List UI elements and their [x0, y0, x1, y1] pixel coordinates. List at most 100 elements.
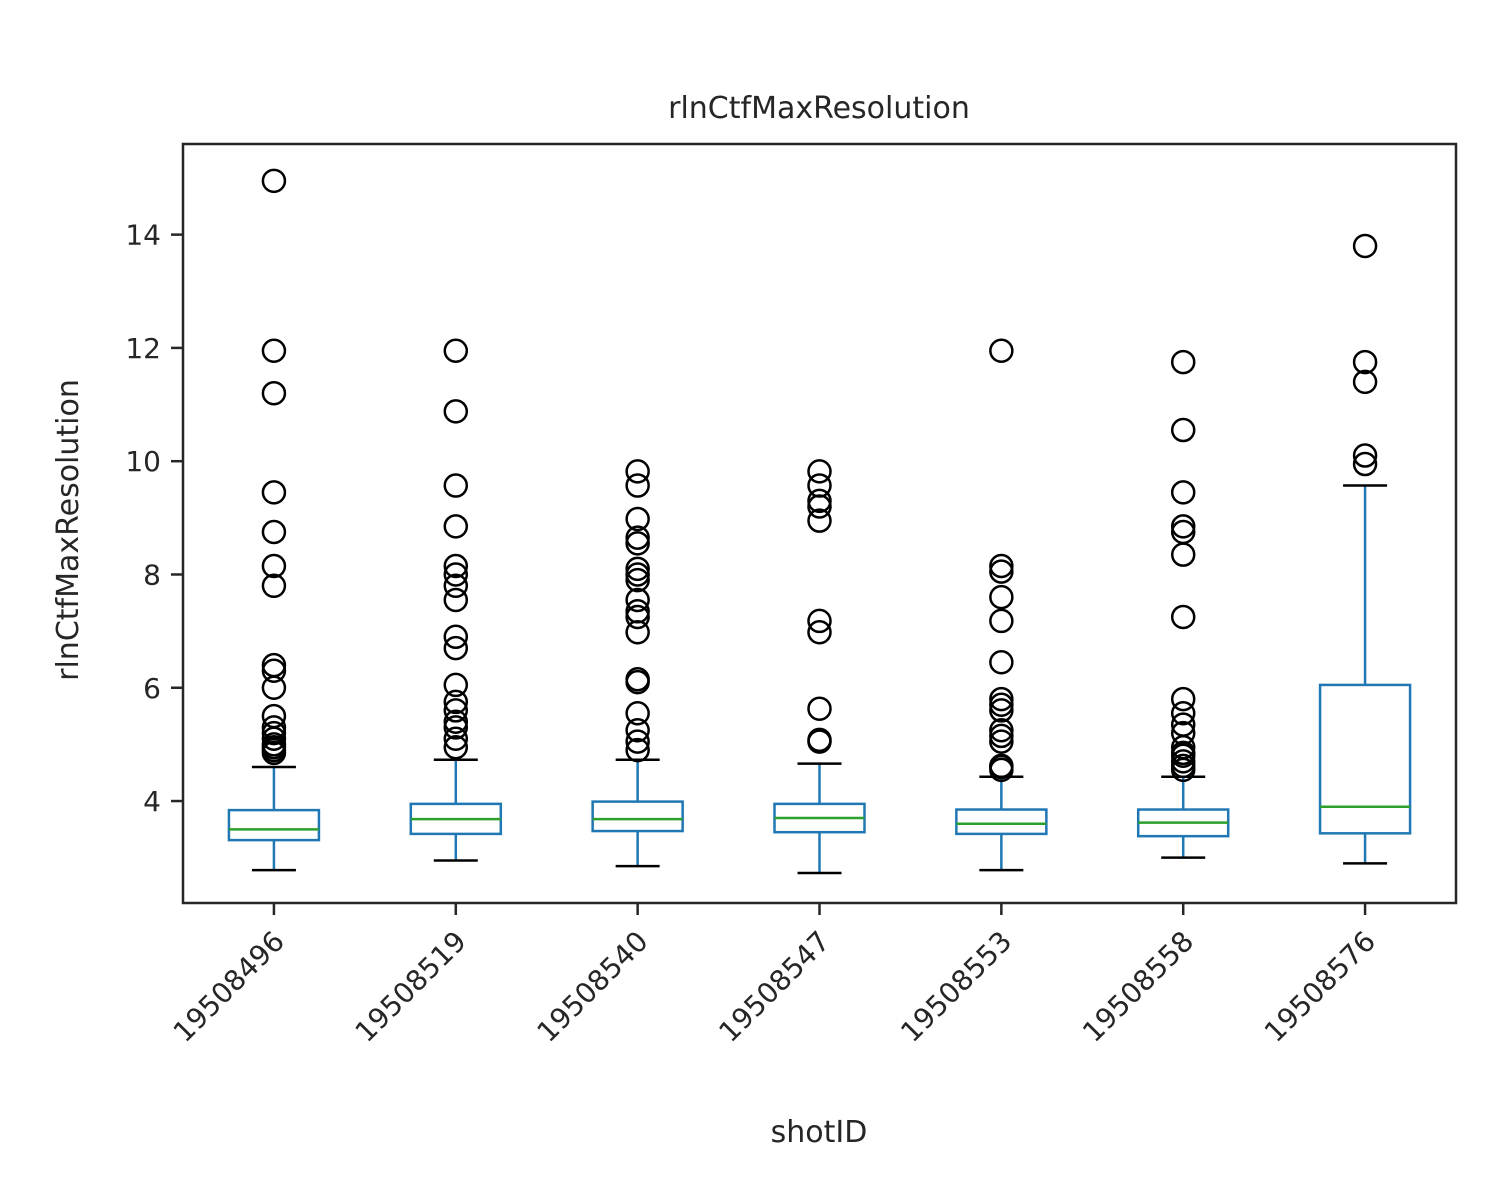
flier-point [807, 488, 832, 514]
flier-point [625, 667, 650, 692]
y-tick-label: 10 [125, 445, 161, 478]
flier-point [625, 599, 650, 624]
flier-point [1170, 686, 1196, 712]
flier-point [807, 473, 832, 498]
flier-point [989, 686, 1014, 712]
flier-point [807, 459, 832, 484]
flier-point [1352, 349, 1378, 375]
y-tick-label: 12 [125, 332, 161, 365]
flier-point [989, 692, 1014, 718]
flier-point [443, 573, 469, 599]
box-group-19508547 [773, 459, 866, 875]
box-group-19508519 [409, 338, 503, 862]
flier-point [989, 584, 1014, 610]
flier-point [625, 473, 650, 498]
iqr-box [1318, 683, 1412, 835]
flier-point [261, 573, 287, 599]
flier-point [1352, 451, 1378, 477]
x-tick-label: 19508553 [894, 925, 1018, 1049]
flier-point [989, 559, 1014, 584]
flier-point [261, 720, 287, 746]
flier-point [625, 737, 650, 763]
x-tick-label: 19508496 [167, 925, 291, 1049]
flier-point [443, 734, 469, 760]
box-group-19508558 [1136, 349, 1230, 859]
flier-point [1352, 443, 1378, 468]
flier-point [443, 562, 469, 587]
flier-point [625, 562, 650, 587]
flier-point [625, 701, 650, 726]
flier-point [1352, 233, 1378, 259]
flier-point [443, 635, 469, 661]
box-group-19508496 [227, 168, 321, 872]
flier-point [1170, 720, 1196, 746]
flier-point [989, 338, 1014, 363]
flier-point [443, 672, 469, 698]
flier-point [1170, 519, 1196, 545]
flier-point [1352, 369, 1378, 395]
x-tick-label: 19508558 [1076, 925, 1200, 1049]
flier-point [443, 726, 469, 751]
flier-point [443, 514, 469, 539]
flier-point [807, 608, 832, 634]
flier-point [807, 494, 832, 519]
flier-point [261, 703, 287, 729]
flier-point [1170, 740, 1196, 766]
x-tick-label: 19508547 [712, 925, 836, 1049]
flier-point [1170, 480, 1196, 505]
flier-point [261, 652, 287, 678]
x-tick-label: 19508576 [1258, 925, 1382, 1049]
flier-point [625, 717, 650, 743]
flier-point [989, 753, 1014, 779]
iqr-box [591, 800, 684, 833]
flier-point [1170, 349, 1196, 375]
iqr-box [955, 808, 1048, 836]
flier-point [261, 519, 287, 545]
flier-point [1170, 701, 1196, 726]
flier-point [625, 531, 650, 556]
box-group-19508540 [591, 459, 684, 868]
y-tick-label: 14 [125, 219, 161, 252]
flier-point [443, 689, 469, 715]
flier-point [1170, 712, 1196, 737]
y-tick-label: 6 [143, 672, 161, 705]
flier-point [443, 624, 469, 650]
flier-point [625, 525, 650, 550]
flier-point [443, 338, 469, 363]
flier-point [261, 732, 287, 757]
flier-point [625, 729, 650, 754]
x-tick-label: 19508540 [530, 925, 654, 1049]
flier-point [625, 556, 650, 582]
y-axis-label: rlnCtfMaxResolution [51, 379, 86, 681]
flier-point [443, 553, 469, 579]
flier-point [807, 696, 832, 721]
flier-point [625, 604, 650, 630]
flier-point [989, 717, 1014, 743]
flier-point [989, 650, 1014, 675]
flier-point [989, 553, 1014, 579]
flier-point [807, 508, 832, 533]
flier-point [443, 473, 469, 498]
flier-point [1170, 604, 1196, 630]
flier-point [1170, 749, 1196, 774]
flier-point [625, 506, 650, 532]
flier-point [443, 698, 469, 723]
flier-point [1170, 514, 1196, 539]
y-tick-label: 4 [143, 785, 161, 818]
flier-point [443, 399, 469, 424]
flier-point [261, 380, 287, 406]
flier-point [261, 168, 287, 194]
flier-point [443, 709, 469, 734]
flier-point [625, 567, 650, 593]
iqr-box [227, 808, 321, 842]
flier-point [443, 715, 469, 740]
x-axis-label: shotID [771, 1115, 868, 1150]
flier-point [261, 338, 287, 363]
flier-point [261, 553, 287, 579]
flier-point [625, 459, 650, 484]
flier-point [443, 587, 469, 613]
flier-point [261, 480, 287, 505]
y-tick-label: 8 [143, 558, 161, 591]
